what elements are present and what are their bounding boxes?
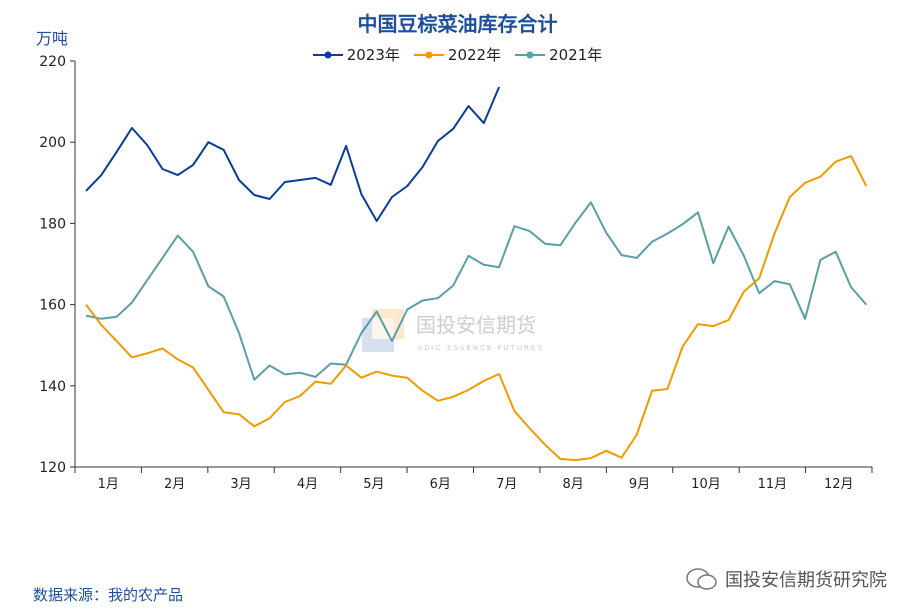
y-tick-label: 160 bbox=[39, 298, 66, 314]
x-tick-label: 8月 bbox=[562, 477, 583, 492]
brand-name: 国投安信期货研究院 bbox=[725, 570, 887, 591]
legend-item-2022[interactable]: 2022年 bbox=[413, 44, 502, 65]
series-line-2022年 bbox=[85, 155, 868, 462]
legend-marker-icon bbox=[515, 51, 546, 58]
x-tick-label: 5月 bbox=[363, 477, 384, 492]
x-tick-label: 7月 bbox=[496, 477, 517, 492]
y-tick-label: 200 bbox=[39, 135, 66, 151]
brand: 国投安信期货研究院 bbox=[685, 566, 887, 592]
y-tick-label: 220 bbox=[39, 54, 66, 70]
y-tick-label: 140 bbox=[39, 379, 66, 395]
x-tick-label: 3月 bbox=[230, 477, 251, 492]
legend-label: 2021年 bbox=[549, 46, 603, 64]
y-tick-label: 180 bbox=[39, 216, 66, 232]
x-tick-label: 6月 bbox=[430, 477, 451, 492]
x-tick-label: 10月 bbox=[691, 477, 721, 492]
x-tick-label: 12月 bbox=[824, 477, 854, 492]
legend-label: 2022年 bbox=[447, 46, 502, 64]
chart-title: 中国豆棕菜油库存合计 bbox=[357, 12, 558, 36]
legend-marker-icon bbox=[312, 51, 343, 58]
x-tick-label: 4月 bbox=[297, 477, 318, 492]
legend-marker-icon bbox=[413, 51, 444, 58]
series-line-2023年 bbox=[85, 86, 501, 222]
x-tick-label: 9月 bbox=[629, 477, 650, 492]
x-tick-label: 2月 bbox=[164, 477, 185, 492]
x-tick-label: 1月 bbox=[98, 477, 119, 492]
y-tick-label: 120 bbox=[39, 460, 66, 476]
series-line-2021年 bbox=[85, 201, 868, 381]
watermark: 国投安信期货 SDIC ESSENCE FUTURES bbox=[362, 309, 544, 352]
legend: 2023年 2022年 2021年 bbox=[0, 44, 915, 65]
wechat-icon bbox=[686, 568, 717, 590]
x-tick-label: 11月 bbox=[758, 477, 788, 492]
watermark-en: SDIC ESSENCE FUTURES bbox=[418, 344, 544, 352]
data-source: 数据来源：我的农产品 bbox=[33, 586, 184, 604]
legend-label: 2023年 bbox=[346, 46, 400, 64]
legend-item-2021[interactable]: 2021年 bbox=[515, 44, 602, 65]
watermark-cn: 国投安信期货 bbox=[416, 313, 536, 337]
legend-item-2023[interactable]: 2023年 bbox=[312, 44, 400, 65]
y-axis-unit: 万吨 bbox=[36, 29, 69, 48]
